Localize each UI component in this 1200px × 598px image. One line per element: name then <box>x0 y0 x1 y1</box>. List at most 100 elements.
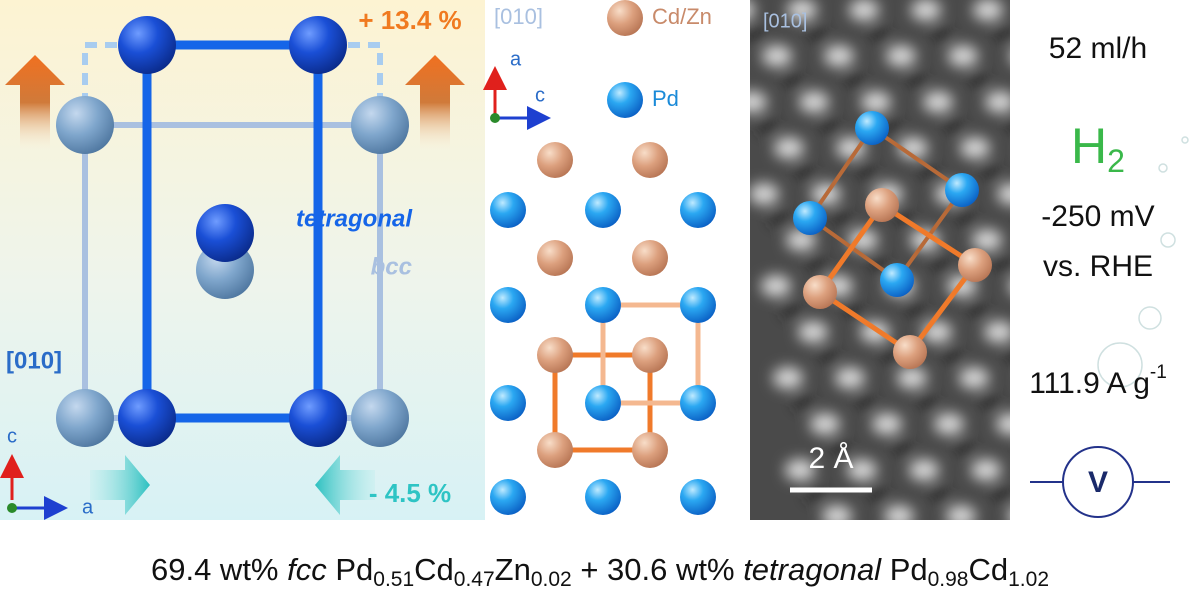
stem-shadow <box>993 257 1010 271</box>
stem-blob <box>911 0 941 21</box>
legend-label: Pd <box>652 86 679 111</box>
formula-part: tetragonal <box>743 552 882 587</box>
tetragonal-atom <box>118 389 176 447</box>
middle-structure <box>483 0 716 515</box>
stem-shadow <box>943 349 961 363</box>
zone-axis-label: [010] <box>6 347 62 374</box>
legend-label: Cd/Zn <box>652 4 712 29</box>
stem-blob <box>872 413 902 435</box>
stem-blob <box>934 413 964 435</box>
arrow <box>5 55 65 150</box>
stem-shadow <box>1091 533 1109 547</box>
stem-shadow <box>819 349 837 363</box>
stem-blob <box>787 0 817 21</box>
stem-shadow <box>758 119 776 133</box>
stem-shadow <box>967 533 985 547</box>
pd-atom <box>855 111 889 145</box>
stem-blob <box>1008 510 1010 520</box>
arrow <box>315 455 375 515</box>
zone-axis-label: [010] <box>763 10 807 32</box>
stem-blob <box>948 45 978 67</box>
stem-blob <box>798 321 828 343</box>
bcc-atom <box>56 96 114 154</box>
stem-shadow <box>770 211 788 225</box>
stem-blob <box>946 505 976 520</box>
stem-blob <box>773 367 803 389</box>
stem-blob <box>959 367 989 389</box>
cd-zn-atom <box>537 240 573 276</box>
stem-blob <box>761 275 791 297</box>
cd-zn-atom <box>893 335 927 369</box>
stem-shadow <box>1031 73 1049 87</box>
cd-zn-atom <box>958 248 992 282</box>
stem-blob <box>847 459 877 481</box>
stem-overlay <box>790 111 992 493</box>
stem-blob <box>1033 459 1063 481</box>
activity-sup: -1 <box>1150 362 1167 383</box>
stem-shadow <box>944 119 962 133</box>
stem-shadow <box>795 165 813 179</box>
activity-label: 111.9 A g-1 <box>1029 362 1167 400</box>
activity-base: 111.9 A g <box>1029 367 1150 400</box>
stem-blob <box>972 229 1002 251</box>
stem-shadow <box>843 533 861 547</box>
axis-origin <box>7 503 17 513</box>
cell-outline <box>600 302 701 406</box>
formula-part: Pd <box>881 552 928 587</box>
bcc-atom <box>351 389 409 447</box>
pd-atom <box>680 479 716 515</box>
stem-blob <box>836 137 866 159</box>
legend-atom <box>607 82 643 118</box>
zone-axis-label: [010] <box>494 4 543 29</box>
pd-atom <box>680 192 716 228</box>
scale-bar-label: 2 Å <box>808 442 853 475</box>
cd-zn-atom <box>632 337 668 373</box>
tetragonal-atom <box>196 204 254 262</box>
stem-shadow <box>968 303 986 317</box>
left-structure <box>0 16 465 520</box>
stem-shadow <box>750 27 764 41</box>
stem-shadow <box>870 27 888 41</box>
axis-label: a <box>510 48 522 70</box>
stem-shadow <box>918 395 936 409</box>
bcc-label: bcc <box>371 253 412 280</box>
pd-atom <box>585 192 621 228</box>
formula-part: 0.47 <box>454 568 495 591</box>
axis-label: c <box>7 425 17 447</box>
stem-shadow <box>893 441 911 455</box>
cd-zn-atom <box>865 188 899 222</box>
stem-shadow <box>969 73 987 87</box>
reference-label: vs. RHE <box>1043 250 1153 283</box>
contraction-label: - 4.5 % <box>369 478 451 508</box>
stem-blob <box>1058 413 1088 435</box>
stem-shadow <box>808 27 826 41</box>
axis-origin <box>490 113 500 123</box>
formula-part: fcc <box>287 552 327 587</box>
stem-blob <box>1046 321 1076 343</box>
tetragonal-label: tetragonal <box>296 205 413 232</box>
stem-blob <box>897 367 927 389</box>
formula: 69.4 wt% fcc Pd0.51Cd0.47Zn0.02 + 30.6 w… <box>151 552 1049 590</box>
stem-blob <box>762 45 792 67</box>
arrow <box>405 55 465 150</box>
formula-part: 0.02 <box>531 568 572 591</box>
stem-shadow <box>932 27 950 41</box>
stem-shadow <box>794 395 812 409</box>
stem-blob <box>997 183 1010 205</box>
meter-label: V <box>1088 466 1108 499</box>
stem-blob <box>750 91 767 113</box>
stem-blob <box>909 459 939 481</box>
pd-atom <box>680 385 716 421</box>
pd-atom <box>490 192 526 228</box>
stem-shadow <box>832 211 850 225</box>
cd-zn-atom <box>632 240 668 276</box>
stem-blob <box>810 413 840 435</box>
stem-blob <box>750 1 755 19</box>
stem-shadow <box>955 441 973 455</box>
stem-blob <box>822 505 852 520</box>
stem-blob <box>886 45 916 67</box>
pd-atom <box>585 479 621 515</box>
bcc-atom <box>351 96 409 154</box>
stem-shadow <box>1030 303 1048 317</box>
stem-shadow <box>956 211 974 225</box>
